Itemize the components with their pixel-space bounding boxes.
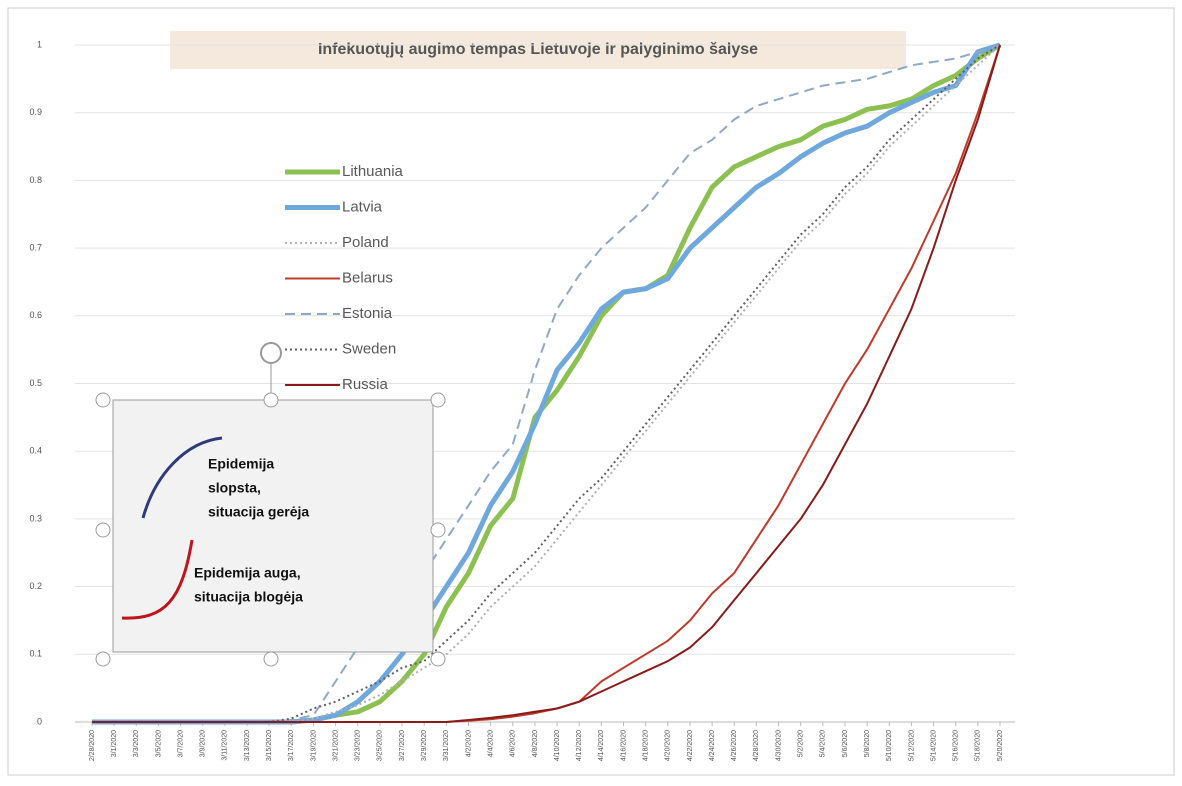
y-tick-label: 0.9 (29, 107, 42, 117)
x-tick-label: 3/29/2020 (421, 730, 428, 761)
y-tick-label: 0.6 (29, 310, 42, 320)
rotate-handle (260, 342, 282, 364)
legend-label: Russia (342, 376, 389, 393)
legend-label: Sweden (342, 340, 396, 357)
y-tick-label: 0.3 (29, 513, 42, 523)
x-tick-label: 3/11/2020 (222, 730, 229, 761)
x-tick-label: 4/18/2020 (643, 730, 650, 761)
legend: Lithuania Latvia Poland Belarus Estonia Swede… (285, 163, 404, 393)
x-tick-label: 5/2/2020 (798, 730, 805, 757)
legend-label: Latvia (342, 198, 383, 215)
legend-label: Lithuania (342, 163, 404, 180)
x-tick-label: 3/15/2020 (266, 730, 273, 761)
annotation-curve (141, 436, 223, 519)
annotation-rect (112, 399, 434, 653)
y-tick-label: 0.2 (29, 581, 42, 591)
annotation-line: Epidemija auga, (194, 565, 301, 581)
y-tick-label: 0.1 (29, 649, 42, 659)
y-tick-label: 0 (37, 716, 42, 726)
chart-frame (7, 7, 1175, 776)
handle (430, 392, 446, 408)
x-tick-label: 4/30/2020 (775, 730, 782, 761)
x-tick-label: 3/23/2020 (355, 730, 362, 761)
handle (95, 522, 111, 538)
y-tick-label: 0.8 (29, 175, 42, 185)
y-tick-label: 0.7 (29, 242, 42, 252)
lines (92, 42, 1002, 725)
title-box (170, 31, 906, 69)
x-tick-label: 3/3/2020 (133, 730, 140, 757)
x-tick-label: 4/2/2020 (465, 730, 472, 757)
x-tick-label: 4/22/2020 (687, 730, 694, 761)
x-tick-label: 4/24/2020 (709, 730, 716, 761)
annotation-line: Epidemija (208, 456, 274, 472)
x-tick-label: 3/17/2020 (288, 730, 295, 761)
x-tick-label: 4/20/2020 (665, 730, 672, 761)
chart-title: Infekuotųjų augimo tempas Lietuvoje ir p… (318, 41, 758, 58)
handle (263, 651, 279, 667)
y-tick-label: 1 (37, 39, 42, 49)
x-tick-label: 3/1/2020 (111, 730, 118, 757)
x-tick-label: 4/4/2020 (487, 730, 494, 757)
x-tick-label: 3/21/2020 (332, 730, 339, 761)
x-tick-label: 5/18/2020 (975, 730, 982, 761)
x-tick-label: 4/8/2020 (532, 730, 539, 757)
x-tick-label: 5/12/2020 (908, 730, 915, 761)
x-tick-label: 3/5/2020 (155, 730, 162, 757)
x-tick-label: 5/8/2020 (864, 730, 871, 757)
handle (95, 392, 111, 408)
annotation-curve (121, 539, 194, 620)
y-tick-label: 0.5 (29, 378, 42, 388)
x-tick-label: 4/12/2020 (576, 730, 583, 761)
x-tick-label: 4/28/2020 (753, 730, 760, 761)
x-tick-label: 4/16/2020 (620, 730, 627, 761)
x-tick-label: 4/14/2020 (598, 730, 605, 761)
x-tick-label: 4/10/2020 (554, 730, 561, 761)
x-tick-label: 5/20/2020 (997, 730, 1004, 761)
x-tick-label: 3/13/2020 (244, 730, 251, 761)
x-tick-label: 2/28/2020 (89, 730, 96, 761)
x-tick-label: 3/19/2020 (310, 730, 317, 761)
handle (95, 651, 111, 667)
grid: 0 0.1 0.2 0.3 0.4 0.5 0.6 0.7 0.8 0.9 1 2/28/2020 3/… (29, 39, 1015, 761)
x-tick-label: 5/6/2020 (842, 730, 849, 757)
annotation-line: slopsta, (208, 480, 261, 496)
x-tick-label: 5/14/2020 (930, 730, 937, 761)
x-tick-label: 3/25/2020 (377, 730, 384, 761)
x-tick-label: 3/31/2020 (443, 730, 450, 761)
x-tick-label: 5/4/2020 (820, 730, 827, 757)
legend-label: Belarus (342, 269, 393, 286)
handle (263, 392, 279, 408)
x-tick-label: 3/27/2020 (399, 730, 406, 761)
x-tick-label: 4/6/2020 (510, 730, 517, 757)
series-line (92, 44, 1001, 723)
y-tick-label: 0.4 (29, 446, 42, 456)
x-tick-label: 4/26/2020 (731, 730, 738, 761)
x-tick-label: 5/10/2020 (886, 730, 893, 761)
annotation-text: Epidemija slopsta, situacija gerėja Epidemi… (194, 456, 309, 605)
x-tick-label: 3/9/2020 (200, 730, 207, 757)
annotation-line: situacija gerėja (208, 504, 309, 520)
x-tick-label: 5/16/2020 (953, 730, 960, 761)
handle (430, 651, 446, 667)
legend-label: Estonia (342, 305, 393, 322)
annotation-line: situacija blogėja (194, 589, 303, 605)
annotation-box (95, 342, 446, 667)
handle (430, 522, 446, 538)
legend-label: Poland (342, 234, 389, 251)
x-tick-label: 3/7/2020 (177, 730, 184, 757)
